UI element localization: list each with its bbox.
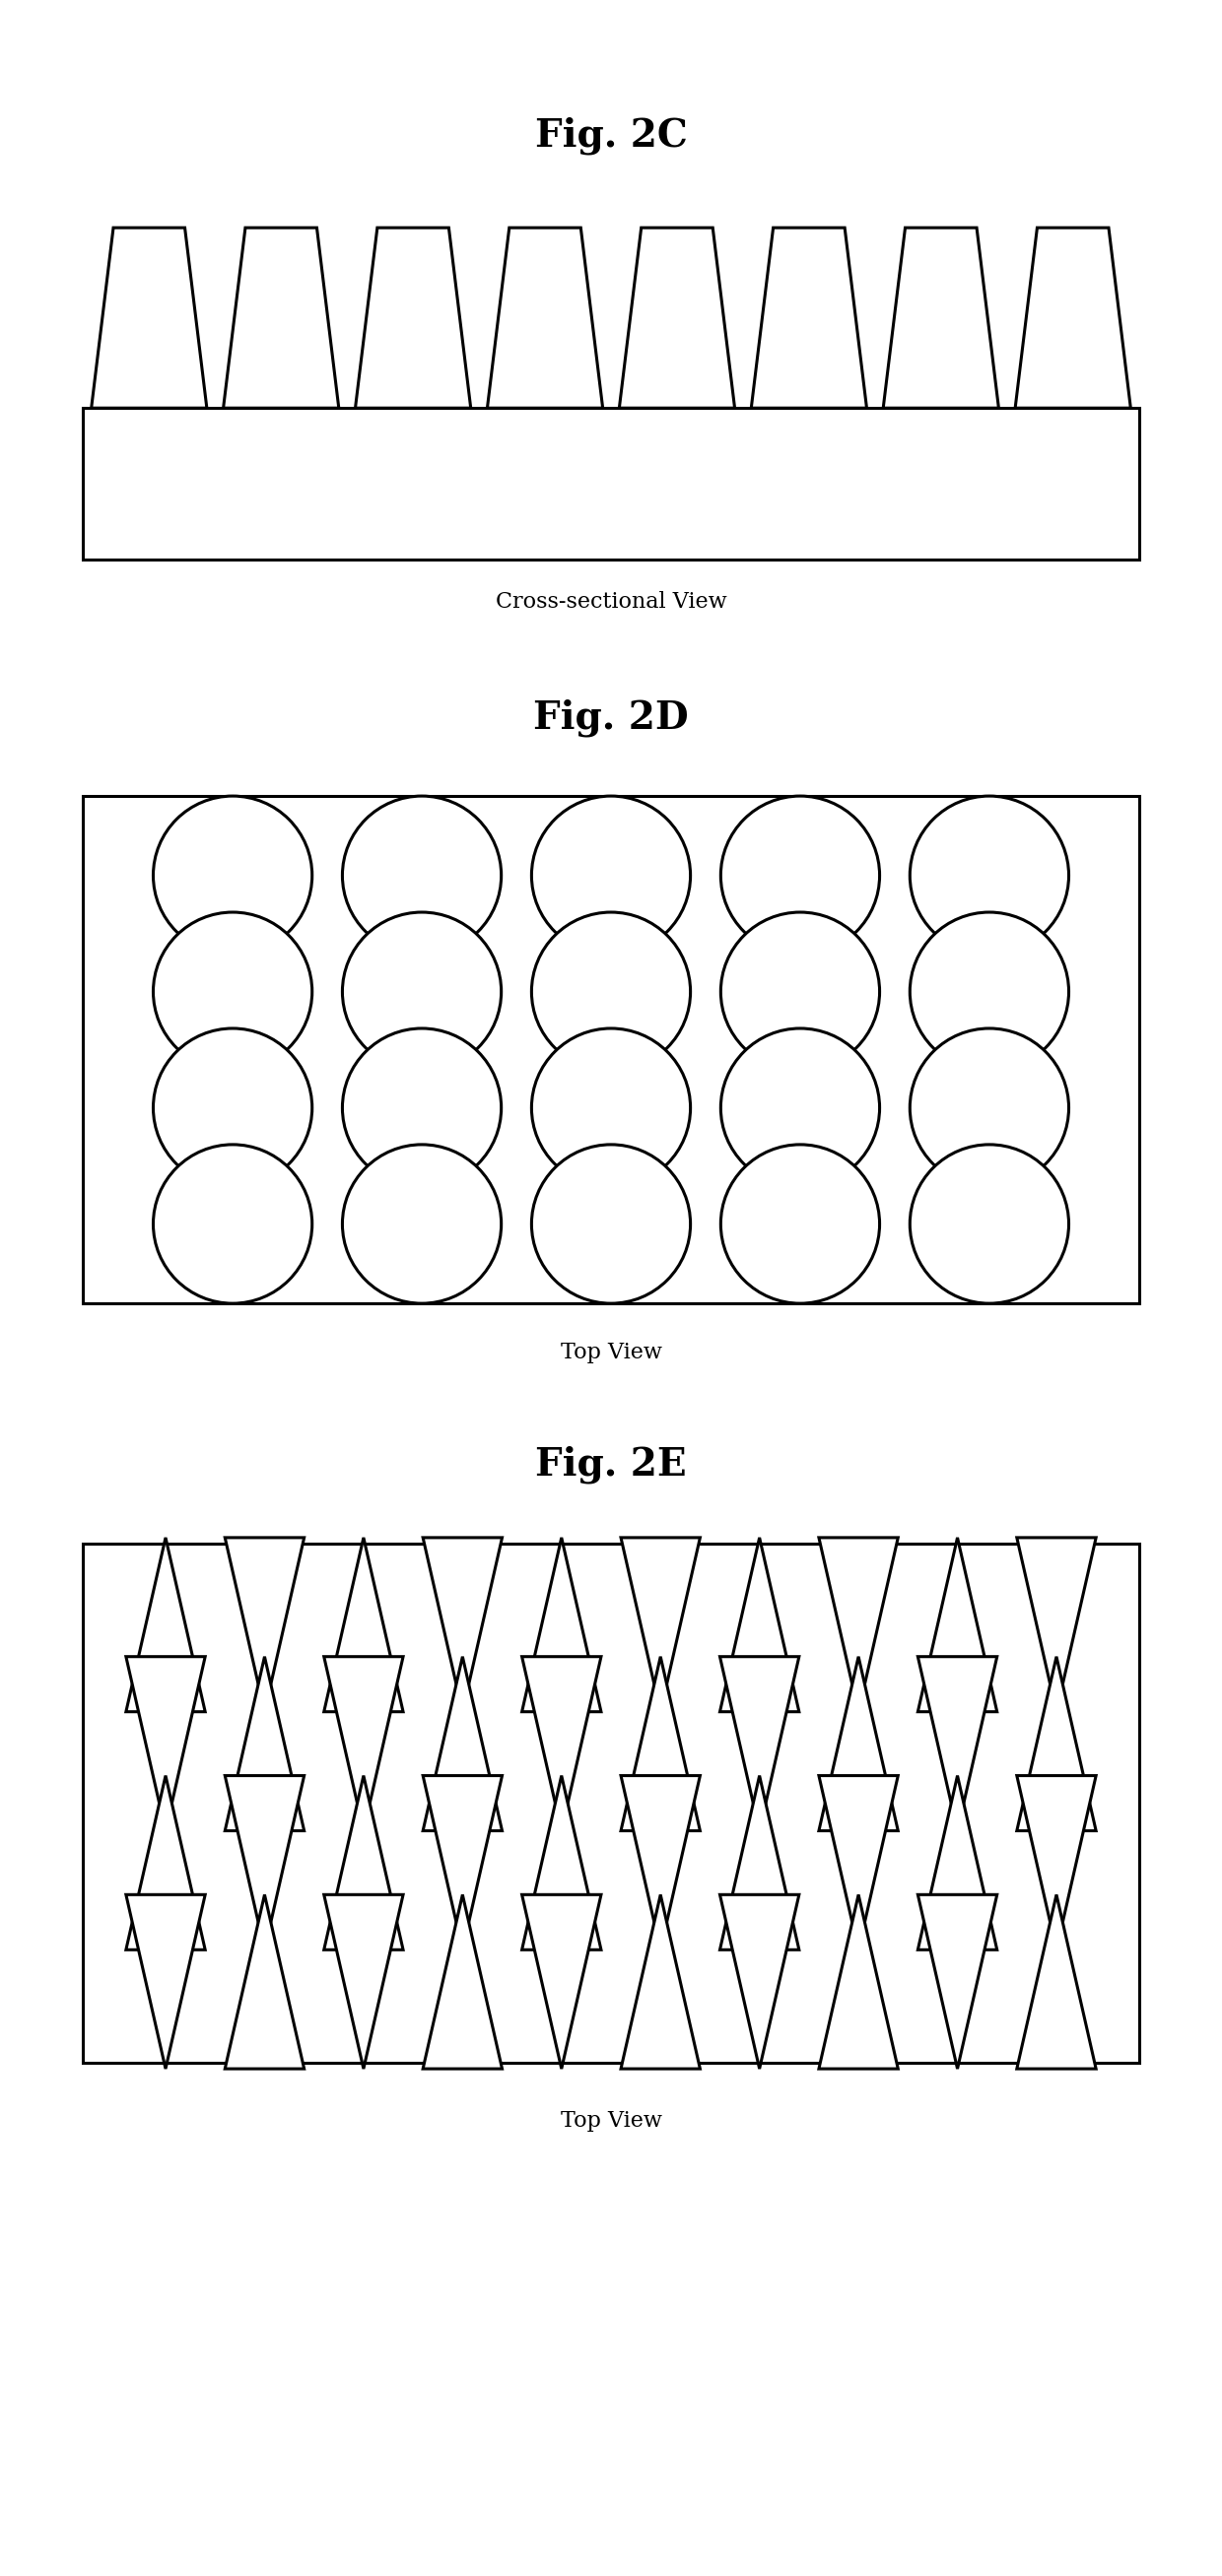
Polygon shape <box>819 1538 898 1713</box>
Polygon shape <box>225 1656 304 1832</box>
Ellipse shape <box>532 1028 690 1188</box>
Polygon shape <box>423 1775 502 1950</box>
Polygon shape <box>621 1893 700 2069</box>
Text: Top View: Top View <box>561 1342 661 1363</box>
Polygon shape <box>884 227 998 407</box>
Ellipse shape <box>532 1144 690 1303</box>
Polygon shape <box>224 227 338 407</box>
Polygon shape <box>126 1775 205 1950</box>
Ellipse shape <box>721 1028 880 1188</box>
Ellipse shape <box>342 1144 501 1303</box>
Polygon shape <box>522 1538 601 1713</box>
Polygon shape <box>92 227 207 407</box>
Polygon shape <box>918 1893 997 2069</box>
Polygon shape <box>1017 1538 1096 1713</box>
Polygon shape <box>423 1656 502 1832</box>
Polygon shape <box>522 1775 601 1950</box>
Polygon shape <box>522 1893 601 2069</box>
Polygon shape <box>918 1775 997 1950</box>
Ellipse shape <box>342 1028 501 1188</box>
Polygon shape <box>819 1893 898 2069</box>
Polygon shape <box>621 1538 700 1713</box>
Ellipse shape <box>721 796 880 956</box>
Polygon shape <box>752 227 866 407</box>
Polygon shape <box>423 1538 502 1713</box>
Polygon shape <box>356 227 470 407</box>
Text: Fig. 2E: Fig. 2E <box>535 1445 687 1484</box>
Polygon shape <box>720 1893 799 2069</box>
Polygon shape <box>324 1893 403 2069</box>
Ellipse shape <box>910 796 1069 956</box>
Ellipse shape <box>721 912 880 1072</box>
Polygon shape <box>621 1656 700 1832</box>
Polygon shape <box>918 1538 997 1713</box>
Polygon shape <box>621 1775 700 1950</box>
Ellipse shape <box>721 1144 880 1303</box>
Polygon shape <box>620 227 734 407</box>
Ellipse shape <box>153 796 312 956</box>
Ellipse shape <box>153 1028 312 1188</box>
Polygon shape <box>126 1656 205 1832</box>
Polygon shape <box>324 1656 403 1832</box>
Ellipse shape <box>153 1144 312 1303</box>
Polygon shape <box>126 1538 205 1713</box>
Polygon shape <box>819 1775 898 1950</box>
Ellipse shape <box>532 912 690 1072</box>
Text: Top View: Top View <box>561 2110 661 2133</box>
Polygon shape <box>720 1775 799 1950</box>
Polygon shape <box>720 1538 799 1713</box>
Polygon shape <box>225 1775 304 1950</box>
Ellipse shape <box>910 912 1069 1072</box>
Polygon shape <box>126 1893 205 2069</box>
Polygon shape <box>918 1656 997 1832</box>
Polygon shape <box>1015 227 1130 407</box>
Ellipse shape <box>153 912 312 1072</box>
Polygon shape <box>225 1538 304 1713</box>
Ellipse shape <box>532 796 690 956</box>
Polygon shape <box>488 227 602 407</box>
Ellipse shape <box>910 1144 1069 1303</box>
Polygon shape <box>1017 1775 1096 1950</box>
Polygon shape <box>720 1656 799 1832</box>
Bar <box>83 407 1139 559</box>
Ellipse shape <box>342 912 501 1072</box>
Ellipse shape <box>910 1028 1069 1188</box>
Text: Fig. 2C: Fig. 2C <box>535 116 687 155</box>
Text: Fig. 2D: Fig. 2D <box>533 698 689 737</box>
Ellipse shape <box>342 796 501 956</box>
Polygon shape <box>324 1775 403 1950</box>
Polygon shape <box>225 1893 304 2069</box>
Text: Cross-sectional View: Cross-sectional View <box>495 590 727 613</box>
Polygon shape <box>324 1538 403 1713</box>
Polygon shape <box>1017 1656 1096 1832</box>
Polygon shape <box>522 1656 601 1832</box>
Polygon shape <box>1017 1893 1096 2069</box>
Polygon shape <box>819 1656 898 1832</box>
Polygon shape <box>423 1893 502 2069</box>
